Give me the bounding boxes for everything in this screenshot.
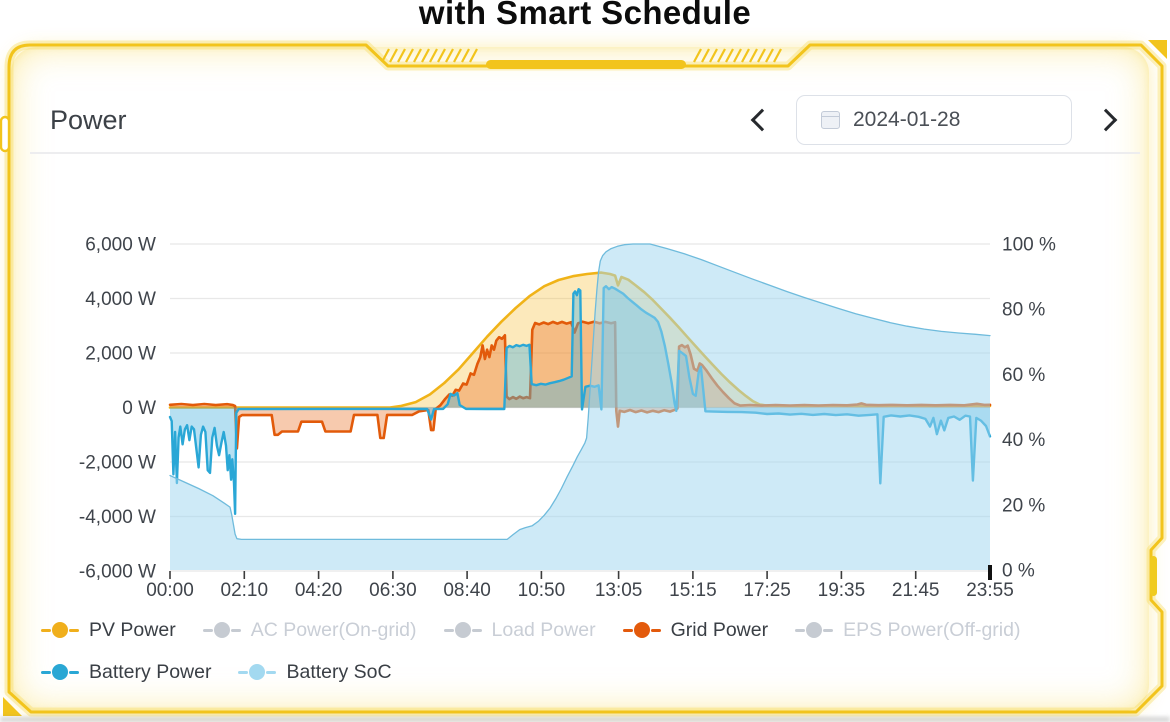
legend-label: Battery SoC	[286, 660, 392, 683]
legend-item-battery-soc[interactable]: Battery SoC	[238, 659, 392, 685]
svg-text:13:05: 13:05	[595, 580, 643, 601]
svg-text:10:50: 10:50	[518, 580, 566, 601]
svg-text:-4,000 W: -4,000 W	[79, 507, 156, 528]
svg-text:00:00: 00:00	[146, 580, 194, 601]
svg-text:06:30: 06:30	[369, 580, 417, 601]
date-picker[interactable]: 2024-01-28	[796, 95, 1072, 145]
svg-text:02:10: 02:10	[221, 580, 269, 601]
legend-label: EPS Power(Off-grid)	[843, 618, 1021, 641]
svg-text:15:15: 15:15	[669, 580, 717, 601]
previous-day-button[interactable]	[750, 108, 774, 132]
legend-item-load-power[interactable]: Load Power	[443, 617, 596, 643]
svg-text:0 W: 0 W	[122, 398, 156, 419]
legend-label: PV Power	[89, 618, 176, 641]
frame-right-pill	[1150, 556, 1157, 596]
svg-text:2,000 W: 2,000 W	[85, 344, 156, 365]
legend-marker-icon	[41, 664, 79, 680]
legend-item-ac-power-on-grid[interactable]: AC Power(On-grid)	[202, 617, 417, 643]
frame-left-tab	[0, 115, 11, 153]
legend-label: AC Power(On-grid)	[250, 618, 417, 641]
legend-marker-icon	[202, 622, 241, 638]
svg-text:20 %: 20 %	[1002, 495, 1045, 516]
power-chart-canvas[interactable]: 00:00 02:10 04:20 06:30 08:40 10:50 13:05 15:15…	[30, 225, 1140, 610]
svg-text:60 %: 60 %	[1002, 365, 1045, 386]
card-header: Power 2024-01-28	[50, 92, 1118, 148]
svg-text:23:55: 23:55	[966, 580, 1014, 601]
svg-text:6,000 W: 6,000 W	[85, 235, 156, 256]
svg-text:0 %: 0 %	[1002, 561, 1035, 582]
svg-text:04:20: 04:20	[295, 580, 343, 601]
legend-item-pv-power[interactable]: PV Power	[41, 617, 176, 643]
date-navigation: 2024-01-28	[750, 95, 1118, 145]
legend-marker-icon	[238, 664, 277, 680]
svg-text:80 %: 80 %	[1002, 300, 1045, 321]
legend-marker-icon	[443, 622, 482, 638]
header-divider	[30, 152, 1140, 154]
legend-marker-icon	[795, 622, 834, 638]
svg-text:-2,000 W: -2,000 W	[79, 453, 156, 474]
svg-text:100 %: 100 %	[1002, 235, 1056, 256]
next-day-button[interactable]	[1094, 108, 1118, 132]
svg-text:40 %: 40 %	[1002, 430, 1045, 451]
svg-text:19:35: 19:35	[818, 580, 866, 601]
svg-text:4,000 W: 4,000 W	[85, 289, 156, 310]
legend-label: Load Power	[491, 618, 596, 641]
legend-item-battery-power[interactable]: Battery Power	[41, 659, 211, 685]
svg-text:21:45: 21:45	[892, 580, 940, 601]
legend-label: Battery Power	[89, 660, 212, 683]
svg-text:17:25: 17:25	[743, 580, 791, 601]
svg-text:08:40: 08:40	[443, 580, 491, 601]
svg-text:-6,000 W: -6,000 W	[79, 562, 156, 583]
chart-area: 00:00 02:10 04:20 06:30 08:40 10:50 13:05 15:15…	[30, 225, 1140, 610]
calendar-icon	[821, 111, 840, 129]
frame-corner-triangle-topright	[1148, 40, 1167, 59]
legend-item-eps-power-off-grid[interactable]: EPS Power(Off-grid)	[795, 617, 1020, 643]
bottom-edge-smudge	[0, 717, 1170, 722]
legend-item-grid-power[interactable]: Grid Power	[622, 617, 769, 643]
date-value: 2024-01-28	[853, 108, 961, 131]
legend-label: Grid Power	[670, 618, 769, 641]
legend-marker-icon	[41, 622, 79, 638]
page-title: with Smart Schedule	[418, 0, 752, 31]
chart-legend: PV Power AC Power(On-grid) Load Power Grid …	[41, 617, 1139, 685]
legend-marker-icon	[622, 622, 661, 638]
chart-title: Power	[50, 104, 127, 135]
